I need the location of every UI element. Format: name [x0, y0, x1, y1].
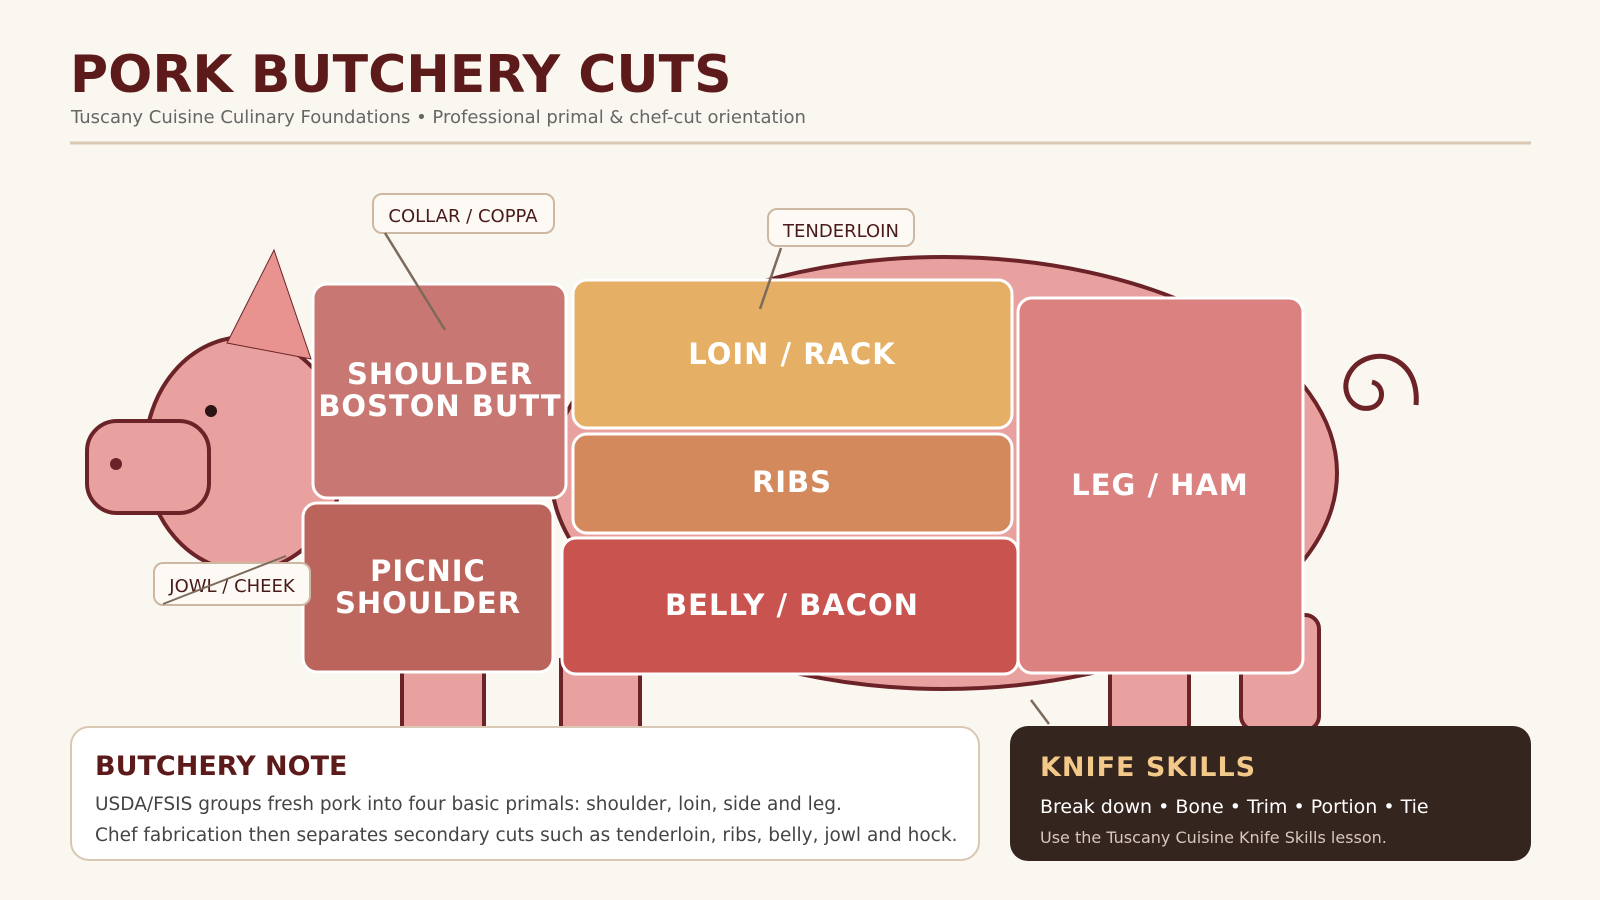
cut-loin	[571, 278, 1014, 430]
title: PORK BUTCHERY CUTS	[70, 45, 732, 105]
note-card: BUTCHERY NOTE USDA/FSIS groups fresh por…	[70, 726, 980, 861]
callout-text: COLLAR / COPPA	[388, 206, 538, 227]
ear	[226, 248, 312, 360]
skills-box	[1010, 726, 1531, 861]
cut-leg	[1016, 296, 1305, 675]
subtitle: Tuscany Cuisine Culinary Foundations • P…	[70, 107, 806, 128]
eye	[205, 405, 217, 417]
leader-line	[1030, 699, 1050, 725]
callout-box	[767, 208, 915, 247]
leader-line	[162, 555, 287, 605]
cut-label: LEG / HAM	[1071, 468, 1248, 502]
cut-label: RIBS	[752, 465, 832, 499]
leader-line	[383, 232, 447, 331]
cut-labels: SHOULDER BOSTON BUTT LOIN / RACK RIBS BE…	[318, 337, 1248, 622]
callout-box	[372, 193, 555, 234]
callout-text: JOWL / CHEEK	[168, 576, 296, 597]
nostril	[110, 458, 122, 470]
snout	[85, 419, 211, 515]
cut-label: SHOULDER	[347, 357, 533, 391]
skills-steps: Break down • Bone • Trim • Portion • Tie	[1040, 796, 1429, 818]
tail	[1343, 353, 1419, 411]
skills-card: KNIFE SKILLS Break down • Bone • Trim • …	[1010, 726, 1531, 861]
callout-text: TENDERLOIN	[782, 221, 899, 242]
note-box	[70, 726, 980, 861]
cut-ribs	[571, 432, 1014, 535]
leader-line	[758, 247, 783, 310]
cut-label: PICNIC	[370, 554, 486, 588]
callouts: COLLAR / COPPA TENDERLOIN JOWL / CHEEK	[153, 193, 1050, 725]
skills-title: KNIFE SKILLS	[1040, 752, 1256, 783]
cut-label: LOIN / RACK	[688, 337, 896, 371]
cuts	[301, 278, 1305, 676]
cut-label: SHOULDER	[335, 586, 521, 620]
skills-lesson: Use the Tuscany Cuisine Knife Skills les…	[1040, 828, 1387, 847]
note-line: USDA/FSIS groups fresh pork into four ba…	[95, 794, 842, 815]
cut-shoulder	[311, 282, 568, 500]
cut-label: BELLY / BACON	[665, 588, 919, 622]
note-title: BUTCHERY NOTE	[95, 751, 347, 782]
callout-box	[153, 562, 311, 606]
note-line: Chef fabrication then separates secondar…	[95, 825, 957, 846]
cut-label: BOSTON BUTT	[318, 389, 561, 423]
